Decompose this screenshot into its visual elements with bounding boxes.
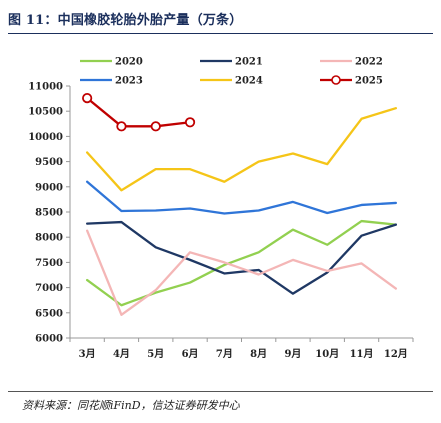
data-point-2025 — [184, 117, 196, 128]
legend-label: 2020 — [115, 57, 143, 68]
legend-label: 2024 — [235, 76, 263, 87]
series-2023 — [86, 180, 398, 215]
x-tick-label: 12月 — [384, 348, 408, 360]
legend-item-2020: 2020 — [80, 57, 143, 68]
line-chart: 2020 2021 2022 2023 2024 2025 6000 6500 7000 750… — [28, 57, 414, 360]
chart-title: 图 11：中国橡胶轮胎外胎产量（万条） — [8, 13, 243, 28]
series-line-2021 — [86, 220, 398, 295]
x-tick-label: 10月 — [315, 348, 339, 360]
x-tick-label: 11月 — [350, 348, 374, 360]
series-2022 — [86, 229, 398, 316]
legend-item-2023: 2023 — [80, 76, 143, 87]
x-tick-label: 7月 — [216, 348, 233, 360]
legend-item-2022: 2022 — [320, 57, 383, 68]
source-note: 资料来源：同花顺iFinD，信达证券研发中心 — [22, 399, 240, 412]
x-tick-label: 8月 — [250, 348, 267, 360]
y-tick-label: 10500 — [28, 107, 63, 118]
legend-label: 2023 — [115, 76, 143, 87]
chart-axes: 6000 6500 7000 7500 8000 8500 9000 9500 10000 105… — [28, 82, 414, 360]
y-tick-label: 9500 — [35, 157, 63, 168]
legend-label: 2025 — [355, 76, 383, 87]
y-tick-label: 6500 — [35, 308, 63, 319]
x-tick-label: 5月 — [147, 348, 164, 360]
data-point-2025 — [150, 121, 161, 132]
x-tick-label: 6月 — [182, 348, 199, 360]
legend-item-2024: 2024 — [200, 76, 263, 87]
y-tick-label: 7000 — [35, 283, 63, 294]
series-2024 — [86, 107, 398, 192]
y-tick-label: 7500 — [35, 258, 63, 269]
y-tick-label: 8000 — [35, 233, 63, 244]
x-tick-label: 9月 — [284, 348, 301, 360]
legend-item-2025: 2025 — [320, 75, 383, 87]
source-divider — [8, 391, 433, 392]
x-tick-label: 4月 — [113, 348, 130, 360]
chart-series — [82, 92, 398, 316]
chart-legend: 2020 2021 2022 2023 2024 2025 — [80, 57, 383, 87]
y-tick-label: 8500 — [35, 208, 63, 219]
series-2020 — [86, 219, 398, 307]
series-line-2020 — [86, 219, 398, 307]
series-2025 — [82, 92, 196, 132]
series-2021 — [86, 220, 398, 295]
series-line-2022 — [86, 229, 398, 316]
legend-label: 2021 — [235, 57, 263, 68]
y-tick-label: 6000 — [35, 334, 63, 345]
legend-marker — [331, 75, 341, 85]
legend-label: 2022 — [355, 57, 383, 68]
series-line-2023 — [86, 180, 398, 215]
legend-item-2021: 2021 — [200, 57, 263, 68]
series-line-2025 — [86, 96, 192, 128]
title-divider — [8, 33, 433, 34]
y-tick-label: 11000 — [28, 82, 63, 93]
data-point-2025 — [116, 121, 127, 132]
data-point-2025 — [82, 92, 93, 104]
y-tick-label: 9000 — [35, 182, 63, 193]
series-line-2024 — [86, 107, 398, 192]
y-tick-label: 10000 — [28, 132, 63, 143]
x-tick-label: 3月 — [79, 348, 96, 360]
